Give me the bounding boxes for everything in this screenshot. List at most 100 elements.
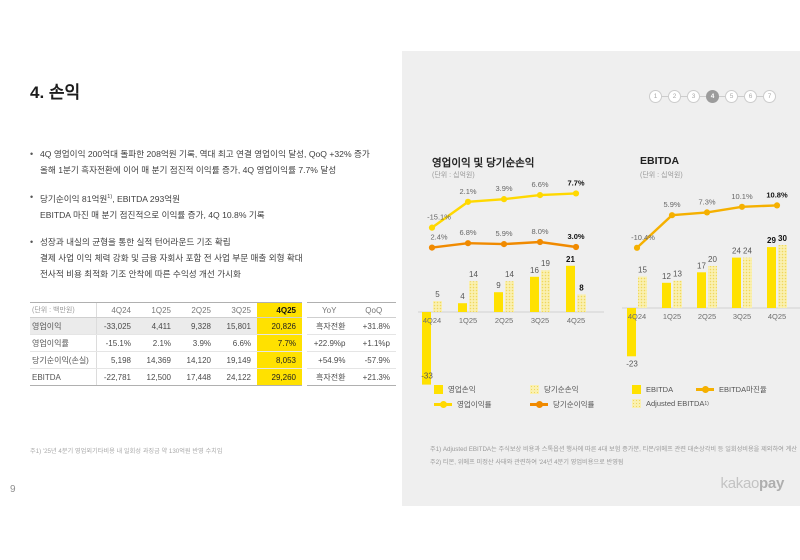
svg-text:-23: -23: [626, 359, 638, 368]
svg-text:2Q25: 2Q25: [495, 316, 513, 325]
table-cell: 8,053: [257, 352, 302, 368]
pagination-connector: [662, 96, 668, 97]
line-point: [428, 244, 436, 251]
bar: [732, 257, 741, 308]
bullet-line: 성장과 내실의 균형을 통한 실적 턴어라운드 기조 확립: [40, 236, 231, 247]
table-col-header: 3Q25: [231, 305, 251, 315]
legend-row: EBITDA EBITDA마진율: [632, 384, 767, 395]
page-number: 9: [10, 484, 16, 495]
svg-text:9: 9: [496, 281, 501, 290]
table-col-header: 4Q25: [257, 303, 302, 317]
table-cell: 12,500: [146, 372, 171, 382]
table-cell: -22,781: [103, 372, 131, 382]
svg-text:24: 24: [732, 247, 741, 256]
svg-text:4Q24: 4Q24: [628, 312, 646, 321]
svg-text:6.8%: 6.8%: [459, 228, 476, 237]
line-point: [536, 192, 544, 199]
legend-label: 영업손익: [448, 385, 476, 394]
table-row-label: 당기순이익(손실): [30, 352, 97, 368]
legend-row: 영업손익 당기순손익: [434, 384, 626, 395]
table-side-row: 흑자전환 +21.3%: [307, 369, 396, 386]
legend-item: EBITDA마진율: [696, 384, 767, 395]
pagination-connector: [681, 96, 687, 97]
line-point: [703, 209, 711, 216]
yoy-cell: +54.9%: [318, 355, 346, 365]
svg-text:7.3%: 7.3%: [698, 197, 715, 206]
pagination-dot[interactable]: 6: [744, 90, 757, 103]
yoy-cell: 흑자전환: [316, 372, 346, 382]
bar: [494, 292, 503, 312]
logo-pay: pay: [759, 475, 784, 492]
table-row: 영업이익 -33,025 4,411 9,328 15,801 20,826: [30, 318, 302, 335]
bullet-line: 4Q 영업이익 200억대 돌파한 208억원 기록, 역대 최고 연결 영업이…: [40, 149, 370, 159]
table-cell: -15.1%: [105, 338, 131, 348]
legend-label: 당기순손익: [544, 385, 579, 394]
chart1-unit-label: (단위 : 십억원): [432, 172, 475, 179]
table-cell: 4,411: [151, 321, 171, 331]
line-point: [464, 198, 472, 205]
svg-text:3Q25: 3Q25: [733, 312, 751, 321]
svg-text:4: 4: [460, 292, 465, 301]
line-swatch-icon: [530, 401, 548, 408]
bar: [638, 276, 647, 308]
pagination-dot[interactable]: 3: [687, 90, 700, 103]
yoy-cell: 흑자전환: [316, 321, 346, 331]
line-point: [572, 243, 580, 251]
bullet-item: • 당기순이익 81억원1), EBITDA 293억원 EBITDA 마진 매 분…: [30, 189, 398, 223]
pagination-dot[interactable]: 5: [725, 90, 738, 103]
svg-text:3Q25: 3Q25: [531, 316, 549, 325]
bullet-line: 전사적 비용 최적화 기조 안착에 따른 수익성 개선 가시화: [40, 268, 241, 279]
page-title: 4. 손익: [30, 83, 81, 102]
table-col-header: 2Q25: [191, 305, 211, 315]
table-side-row: +22.9%p +1.1%p: [307, 335, 396, 352]
table-header-row: (단위 : 백만원) 4Q24 1Q25 2Q25 3Q25 4Q25: [30, 303, 302, 318]
table-cell: 6.6%: [232, 338, 251, 348]
line-point: [668, 212, 676, 219]
bar: [458, 303, 467, 312]
financial-table-main: (단위 : 백만원) 4Q24 1Q25 2Q25 3Q25 4Q25 영업이익 -33,02…: [30, 302, 302, 386]
pagination-dot[interactable]: 4: [706, 90, 719, 103]
svg-text:1Q25: 1Q25: [459, 316, 477, 325]
bullet-dot: •: [30, 192, 34, 202]
svg-text:3.9%: 3.9%: [495, 184, 512, 193]
svg-text:14: 14: [505, 270, 514, 279]
legend-item: 영업손익: [434, 384, 530, 395]
table-cell: 3.9%: [192, 338, 211, 348]
legend-row: Adjusted EBITDA 1): [632, 399, 767, 408]
pagination-dot[interactable]: 7: [763, 90, 776, 103]
logo-kakao: kakao: [720, 475, 760, 492]
bar: [767, 247, 776, 308]
svg-text:14: 14: [469, 270, 478, 279]
svg-text:-33: -33: [421, 372, 433, 381]
svg-text:7.7%: 7.7%: [567, 178, 584, 187]
svg-text:30: 30: [778, 234, 787, 243]
pagination-dot[interactable]: 2: [668, 90, 681, 103]
bar: [708, 266, 717, 308]
bullet-text: 4Q 영업이익 200억대 돌파한 208억원 기록, 역대 최고 연결 영업이…: [40, 146, 370, 178]
line-swatch-icon: [696, 386, 714, 393]
qoq-cell: +21.3%: [362, 372, 390, 382]
svg-text:24: 24: [743, 247, 752, 256]
chart-1: -33 4 9 16 21 5 14 14 19 8 4Q24 1Q25 2Q25 3Q25 4Q25 -15…: [418, 178, 604, 385]
svg-text:15: 15: [638, 266, 647, 275]
svg-text:10.8%: 10.8%: [766, 190, 788, 199]
line-point: [536, 238, 544, 246]
svg-text:19: 19: [541, 259, 550, 268]
footnote-ref: 1): [704, 400, 709, 407]
panel-footnote-1: 주1) Adjusted EBITDA는 주식보상 비용과 스톡옵션 행사에 따…: [430, 446, 797, 453]
bar: [627, 308, 636, 357]
bar: [673, 280, 682, 308]
solid-bar-swatch-icon: [434, 385, 443, 394]
pagination-connector: [719, 96, 725, 97]
chart-legend: EBITDA EBITDA마진율 Adjusted EBITDA 1): [632, 384, 767, 408]
line-point: [738, 203, 746, 210]
legend-item: Adjusted EBITDA 1): [632, 399, 709, 408]
legend-item: 영업이익률: [434, 399, 530, 410]
table-cell: 24,122: [226, 372, 251, 382]
svg-text:5: 5: [435, 290, 440, 299]
bar: [577, 294, 586, 312]
pagination-dot[interactable]: 1: [649, 90, 662, 103]
qoq-cell: +1.1%p: [362, 338, 390, 348]
